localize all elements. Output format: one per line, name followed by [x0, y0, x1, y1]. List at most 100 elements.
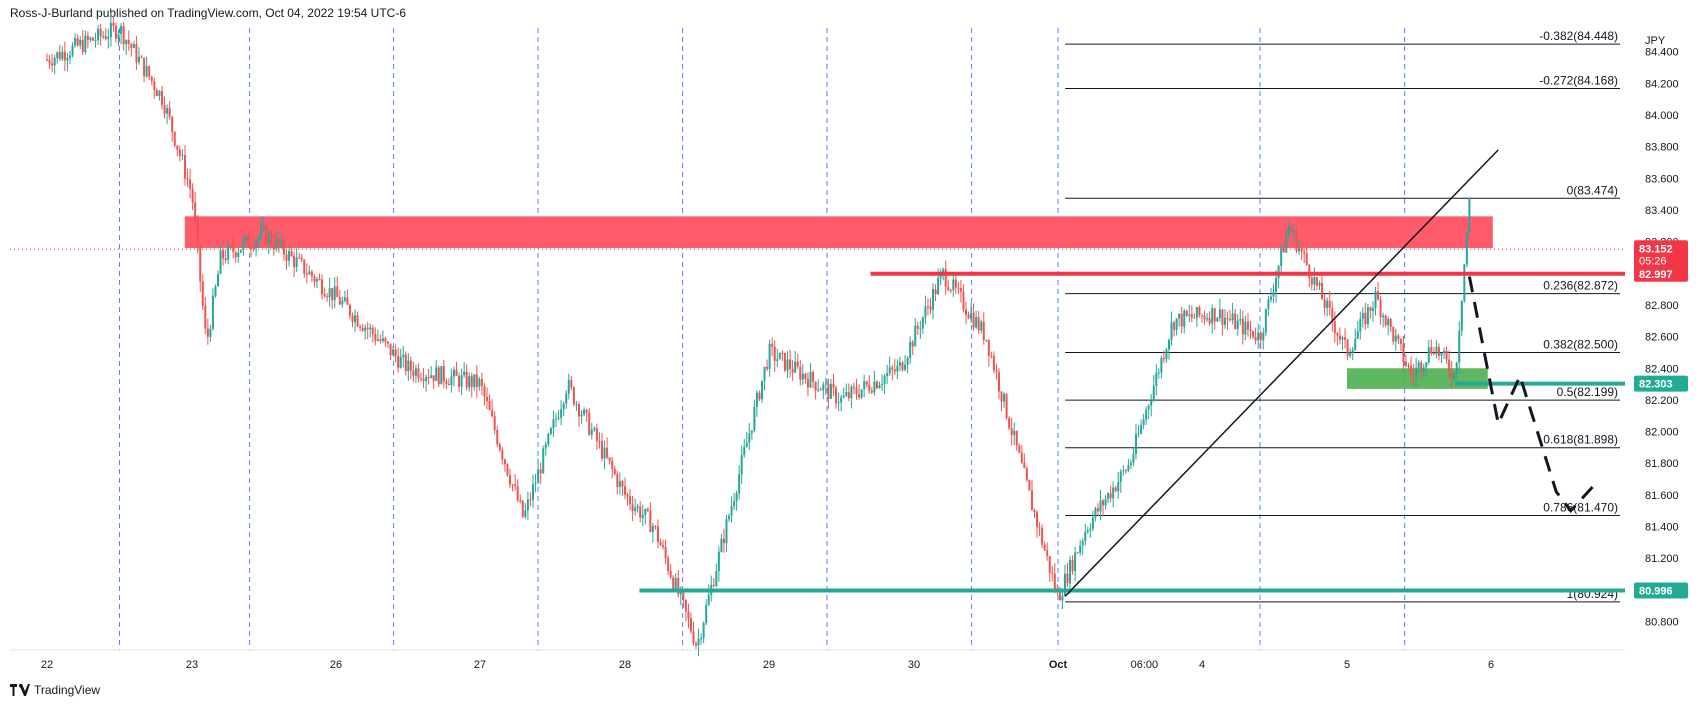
candle-body — [822, 384, 825, 391]
candle-body — [595, 428, 598, 441]
candle-body — [600, 441, 603, 459]
candle-body — [539, 469, 542, 474]
candle-body — [730, 506, 733, 516]
candle-body — [957, 287, 960, 289]
candle-body — [1356, 331, 1359, 339]
candle-body — [901, 362, 904, 370]
candle-body — [1162, 357, 1165, 360]
candle-body — [125, 40, 128, 45]
fib-level-label: -0.382(84.448) — [1539, 29, 1618, 43]
candle-body — [794, 361, 797, 373]
candle-body — [1188, 314, 1191, 316]
candle-body — [488, 401, 491, 411]
drawing-lines — [10, 149, 1625, 597]
candle-body — [654, 526, 657, 528]
candle-body — [840, 397, 843, 403]
resistance-zone — [184, 216, 1493, 248]
candle-body — [832, 383, 835, 388]
candle-body — [89, 37, 92, 40]
candle-body — [667, 558, 670, 571]
candle-body — [970, 312, 973, 319]
price-tick-label: 80.800 — [1645, 617, 1679, 629]
candle-body — [700, 637, 703, 639]
candle-body — [374, 334, 377, 341]
candle-body — [509, 475, 512, 485]
projection-path — [1467, 276, 1594, 514]
candle-body — [588, 412, 591, 435]
candle-body — [496, 430, 499, 445]
candle-body — [1079, 545, 1082, 553]
candle-body — [102, 36, 105, 38]
time-tick-label: 28 — [619, 659, 631, 671]
candle-body — [1430, 347, 1433, 354]
fib-level-label: 0.5(82.199) — [1557, 385, 1618, 399]
candle-body — [806, 378, 809, 388]
candle-body — [120, 26, 123, 34]
candle-body — [1198, 307, 1201, 316]
candle-body — [1249, 329, 1252, 331]
candle-body — [932, 289, 935, 310]
candle-body — [778, 352, 781, 360]
candle-body — [1203, 315, 1206, 320]
candle-body — [437, 367, 440, 385]
candle-body — [272, 244, 275, 249]
candle-body — [1086, 530, 1089, 532]
candle-body — [252, 247, 255, 249]
price-tick-label: 82.800 — [1645, 300, 1679, 312]
candle-body — [171, 116, 174, 133]
candle-body — [1377, 291, 1380, 300]
candle-body — [1425, 362, 1428, 368]
candle-body — [1231, 313, 1234, 321]
candle-body — [1331, 307, 1334, 322]
candle-body — [255, 241, 258, 249]
candle-body — [837, 402, 840, 404]
candle-body — [1114, 487, 1117, 492]
candle-body — [394, 349, 397, 357]
candle-body — [1147, 405, 1150, 410]
candle-body — [852, 386, 855, 389]
candle-body — [1440, 353, 1443, 356]
candle-body — [1328, 300, 1331, 308]
candle-body — [1310, 277, 1313, 285]
candles-layer — [46, 12, 1471, 657]
candle-body — [789, 359, 792, 370]
candle-body — [1018, 445, 1021, 453]
candle-body — [506, 464, 509, 476]
candle-body — [1275, 278, 1278, 293]
candle-body — [909, 341, 912, 359]
candle-body — [977, 317, 980, 331]
candle-body — [458, 375, 461, 387]
candle-body — [580, 414, 583, 417]
candle-body — [1453, 373, 1456, 379]
candle-body — [817, 389, 820, 391]
candle-body — [1402, 344, 1405, 362]
candle-body — [219, 250, 222, 274]
candle-body — [1193, 317, 1196, 319]
candle-body — [1321, 282, 1324, 300]
candle-body — [1000, 391, 1003, 402]
candle-body — [702, 622, 705, 638]
price-tick-label: 81.200 — [1645, 553, 1679, 565]
price-label-text: 82.303 — [1639, 379, 1673, 391]
candle-body — [432, 375, 435, 381]
candle-body — [707, 594, 710, 605]
price-tick-label: 81.400 — [1645, 522, 1679, 534]
candle-body — [881, 383, 884, 386]
candle-body — [387, 341, 390, 344]
candle-body — [1046, 550, 1049, 556]
candle-body — [148, 66, 151, 77]
candle-body — [440, 366, 443, 385]
candle-body — [990, 355, 993, 357]
candle-body — [178, 149, 181, 156]
candle-body — [399, 357, 402, 368]
candle-body — [529, 499, 532, 501]
candle-body — [1366, 307, 1369, 325]
candle-body — [318, 279, 321, 281]
candle-body — [733, 501, 736, 507]
candle-body — [1382, 315, 1385, 318]
time-tick-label: Oct — [1049, 659, 1068, 671]
candle-body — [679, 591, 682, 595]
candle-body — [379, 339, 382, 342]
